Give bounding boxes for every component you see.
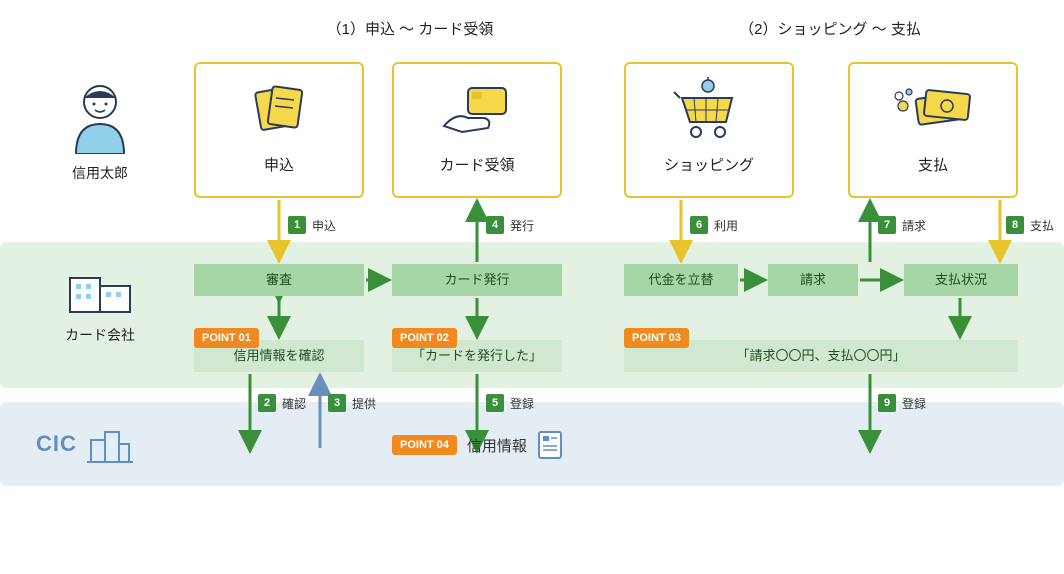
card-apply-label: 申込	[196, 154, 362, 175]
step-8: 8支払	[1006, 216, 1054, 234]
entity-company-label: カード会社	[40, 325, 160, 345]
step-1: 1申込	[288, 216, 336, 234]
section-2-title: （2）ショッピング 〜 支払	[700, 18, 960, 39]
box-advance: 代金を立替	[624, 264, 738, 296]
card-shopping: ショッピング	[624, 62, 794, 198]
entity-person-label: 信用太郎	[40, 163, 160, 183]
diagram-canvas: （1）申込 〜 カード受領 （2）ショッピング 〜 支払	[0, 0, 1064, 574]
point-04: POINT 04	[392, 435, 457, 455]
card-pay-label: 支払	[850, 154, 1016, 175]
box-request: 請求	[768, 264, 858, 296]
card-receive: カード受領	[392, 62, 562, 198]
step-6: 6利用	[690, 216, 738, 234]
person-icon	[62, 78, 138, 154]
box-pay-status: 支払状況	[904, 264, 1018, 296]
step-3: 3提供	[328, 394, 376, 412]
card-pay: 支払	[848, 62, 1018, 198]
step-2: 2確認	[258, 394, 306, 412]
step-5: 5登録	[486, 394, 534, 412]
cic-building-icon	[87, 424, 133, 464]
box-screening: 審査	[194, 264, 364, 296]
receive-icon	[438, 78, 516, 140]
entity-person: 信用太郎	[40, 78, 160, 183]
step-7: 7請求	[878, 216, 926, 234]
card-shopping-label: ショッピング	[626, 154, 792, 175]
apply-icon	[244, 78, 314, 140]
step-9: 9登録	[878, 394, 926, 412]
credit-info-label: 信用情報	[467, 435, 527, 456]
point-01: POINT 01	[194, 328, 259, 348]
cic-logo: CIC	[36, 431, 77, 457]
step-4: 4発行	[486, 216, 534, 234]
card-apply: 申込	[194, 62, 364, 198]
document-icon	[537, 430, 563, 460]
credit-info-row: POINT 04 信用情報	[392, 430, 563, 460]
point-02: POINT 02	[392, 328, 457, 348]
card-receive-label: カード受領	[394, 154, 560, 175]
building-icon	[62, 264, 138, 316]
entity-company: カード会社	[40, 264, 160, 345]
shopping-icon	[672, 76, 746, 142]
section-1-title: （1）申込 〜 カード受領	[280, 18, 540, 39]
entity-cic: CIC	[36, 424, 196, 464]
box-issue: カード発行	[392, 264, 562, 296]
pay-icon	[891, 78, 975, 140]
point-03: POINT 03	[624, 328, 689, 348]
